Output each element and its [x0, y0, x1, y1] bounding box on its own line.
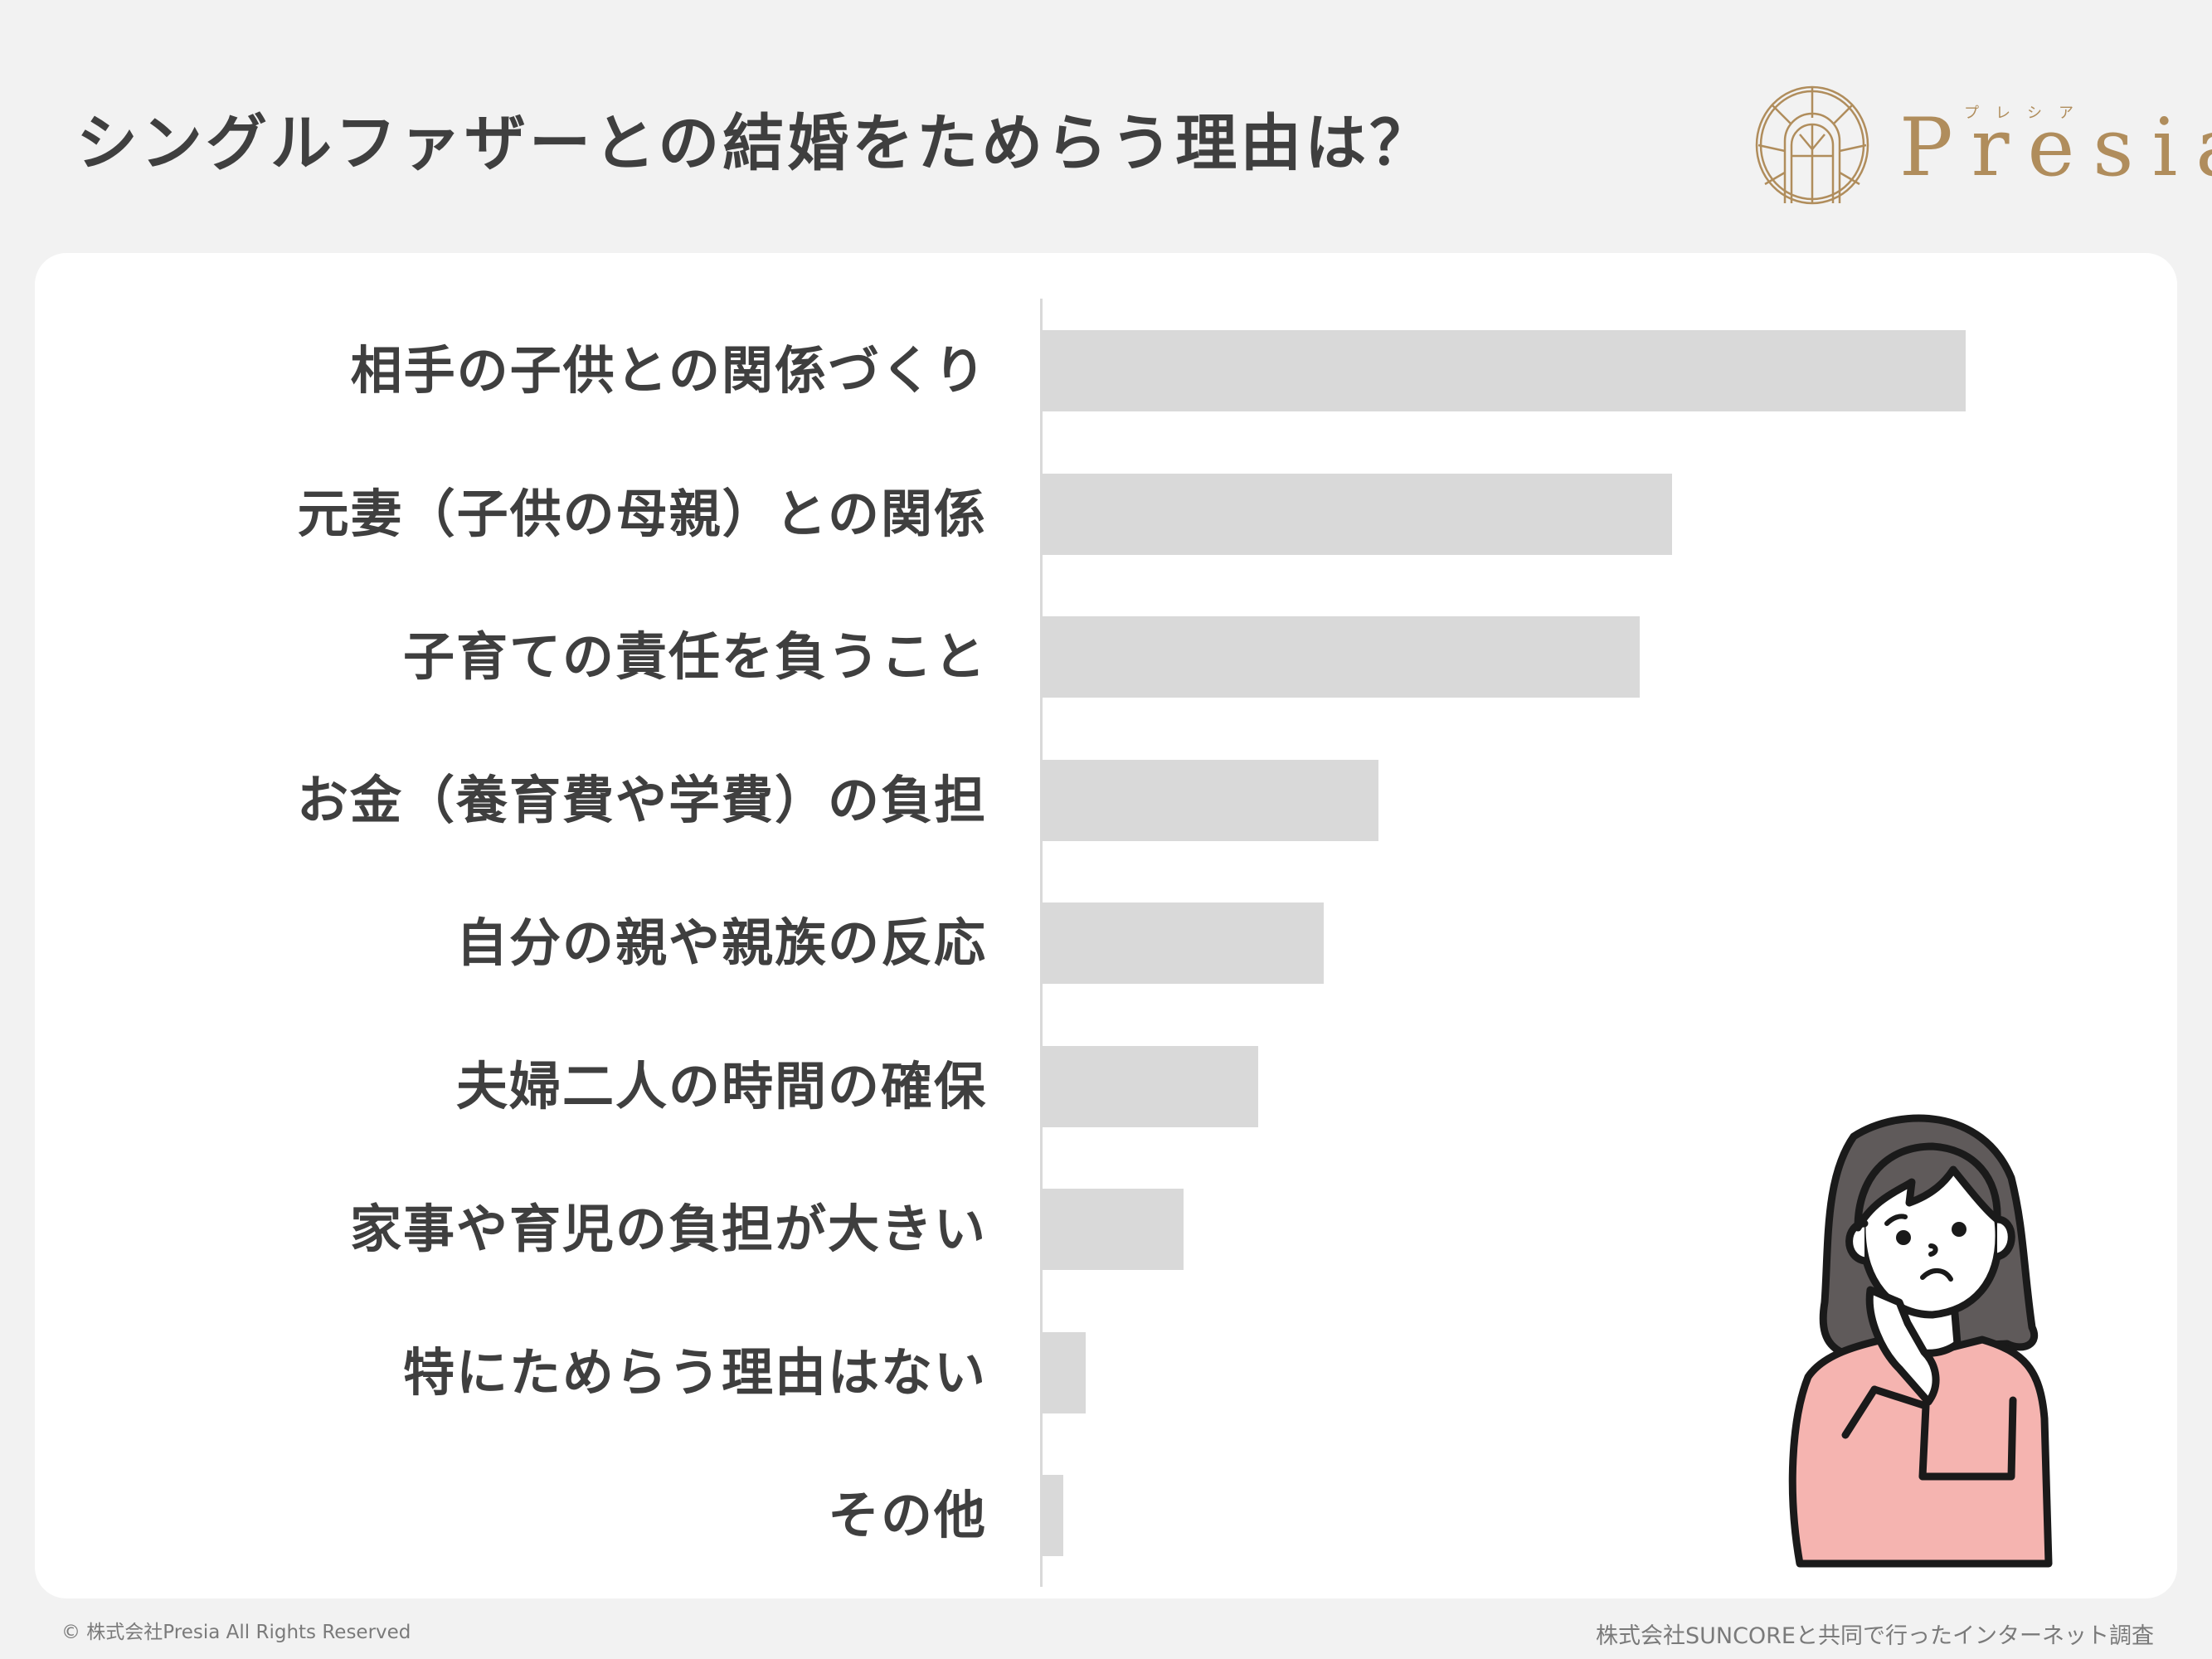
presia-logo: プレシア Presia	[1750, 83, 2212, 207]
bar	[1043, 616, 1640, 698]
chart-row: 特にためらう理由はない	[0, 1332, 2212, 1413]
window-emblem-icon	[1755, 85, 1869, 205]
bar-label: 自分の親や親族の反応	[455, 912, 987, 973]
chart-row: その他	[0, 1475, 2212, 1556]
survey-source-note: 株式会社SUNCOREと共同で行ったインターネット調査	[1595, 1623, 2154, 1649]
bar-label: 夫婦二人の時間の確保	[455, 1056, 987, 1117]
bar	[1043, 1046, 1258, 1127]
bar-label: 特にためらう理由はない	[402, 1342, 987, 1403]
bar	[1043, 330, 1966, 411]
chart-row: 家事や育児の負担が大きい	[0, 1189, 2212, 1270]
chart-row: お金（養育費や学費）の負担	[0, 760, 2212, 841]
chart-row: 子育ての責任を負うこと	[0, 616, 2212, 698]
bar-label: 子育ての責任を負うこと	[402, 626, 987, 687]
bar-label: お金（養育費や学費）の負担	[296, 770, 987, 830]
bar-label: 元妻（子供の母親）との関係	[297, 484, 987, 544]
bar	[1043, 1475, 1063, 1556]
worried-woman-illustration	[1775, 1103, 2082, 1568]
page-title: シングルファザーとの結婚をためらう理由は？	[76, 108, 1435, 179]
bar	[1043, 1332, 1086, 1413]
chart-row: 自分の親や親族の反応	[0, 902, 2212, 984]
logo-wordmark: Presia	[1899, 101, 2212, 194]
copyright-notice: © 株式会社Presia All Rights Reserved	[61, 1622, 411, 1643]
chart-row: 相手の子供との関係づくり	[0, 330, 2212, 411]
bar	[1043, 902, 1324, 984]
chart-row: 夫婦二人の時間の確保	[0, 1046, 2212, 1127]
bar-label: その他	[827, 1485, 987, 1545]
bar-label: 相手の子供との関係づくり	[350, 340, 987, 401]
logo-kana: プレシア	[1964, 105, 2090, 122]
bar	[1043, 1189, 1184, 1270]
bar-label: 家事や育児の負担が大きい	[349, 1199, 987, 1259]
bar	[1043, 474, 1672, 555]
chart-row: 元妻（子供の母親）との関係	[0, 474, 2212, 555]
chart-y-axis-line	[1040, 299, 1043, 1587]
bar	[1043, 760, 1378, 841]
